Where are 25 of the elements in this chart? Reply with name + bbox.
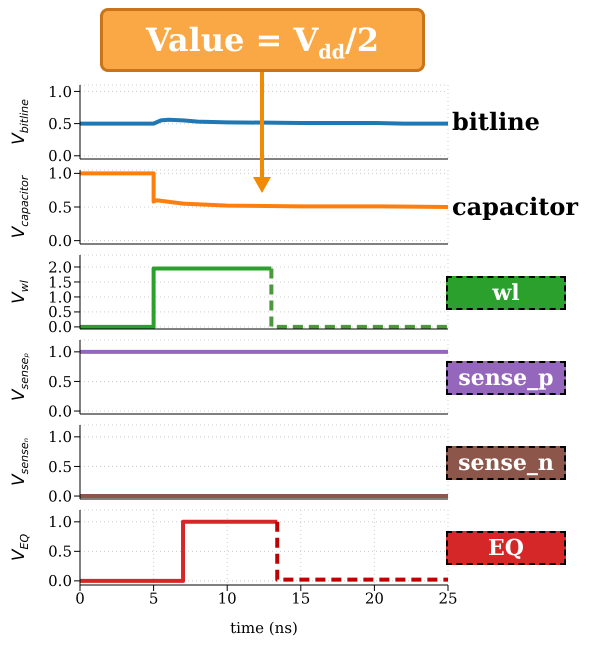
y-tick-label: 1.0	[48, 164, 72, 183]
text: Value = V$_{dd}$/2	[146, 21, 380, 64]
x-tick-label: 15	[291, 590, 310, 608]
y-tick-label: 1.0	[48, 82, 72, 101]
x-tick-label: 20	[364, 590, 384, 608]
y-tick-label: 0.0	[48, 147, 72, 166]
x-tick-label: 25	[438, 590, 458, 608]
y-tick-label: 0.0	[48, 572, 72, 590]
x-tick-label: 10	[218, 590, 237, 608]
x-tick-label: 5	[148, 590, 158, 608]
y-tick-label: 1.0	[48, 513, 72, 532]
y-tick-label: 1.0	[48, 428, 72, 446]
y-tick-label: 0.5	[48, 458, 72, 476]
y-tick-label: 0.0	[48, 402, 72, 420]
y-tick-label: 0.5	[48, 114, 72, 133]
text: bitline	[452, 106, 540, 136]
y-tick-label: 0.0	[48, 487, 72, 506]
text: capacitor	[452, 192, 578, 220]
y-tick-label: 0.5	[48, 372, 72, 391]
y-tick-label: 1.0	[48, 343, 72, 362]
x-tick-label: 0	[75, 590, 85, 608]
y-tick-label: 0.5	[48, 198, 72, 216]
y-tick-label: 0.5	[48, 542, 72, 561]
y-tick-label: 0.0	[48, 232, 72, 250]
x-axis-title: time (ns)	[230, 619, 298, 637]
